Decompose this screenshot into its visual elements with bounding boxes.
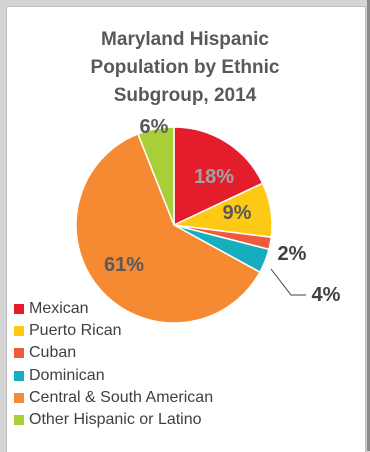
chart-title-line-3: Subgroup, 2014	[113, 85, 257, 106]
data-label-central-south-american: 61%	[104, 254, 144, 276]
panel-edge	[367, 0, 370, 451]
leader-line-dominican	[270, 268, 306, 296]
chart-title: Maryland Hispanic Population by Ethnic S…	[40, 26, 330, 110]
legend-label-cuban: Cuban	[29, 344, 77, 362]
legend-item-cuban: Cuban	[14, 342, 213, 364]
legend-item-central-south-american: Central & South American	[14, 387, 213, 409]
legend-label-mexican: Mexican	[29, 300, 89, 318]
legend-swatch-puerto-rican	[14, 326, 24, 337]
data-label-dominican: 4%	[312, 284, 341, 306]
legend-item-dominican: Dominican	[14, 365, 213, 387]
pie-slice-central-south-american	[75, 132, 261, 324]
data-label-mexican: 18%	[194, 166, 234, 188]
legend-item-puerto-rican: Puerto Rican	[14, 320, 213, 342]
legend-swatch-dominican	[14, 370, 24, 381]
legend-label-central-south-american: Central & South American	[29, 388, 214, 406]
legend-label-dominican: Dominican	[29, 366, 105, 384]
legend-swatch-central-south-american	[14, 392, 24, 403]
legend-item-mexican: Mexican	[14, 298, 213, 320]
data-label-other-hispanic-or-latino: 6%	[140, 116, 169, 138]
data-label-puerto-rican: 9%	[223, 202, 252, 224]
legend-swatch-mexican	[14, 304, 24, 315]
data-label-cuban: 2%	[278, 243, 307, 265]
legend-swatch-other-hispanic	[14, 415, 24, 426]
legend-swatch-cuban	[14, 348, 24, 359]
legend-label-other-hispanic: Other Hispanic or Latino	[29, 411, 202, 429]
pie-slice-mexican	[173, 126, 264, 227]
pie-slice-other-hispanic-or-latino	[136, 126, 175, 226]
legend-item-other-hispanic: Other Hispanic or Latino	[14, 409, 213, 431]
legend-label-puerto-rican: Puerto Rican	[29, 322, 122, 340]
chart-title-line-2: Population by Ethnic	[90, 57, 280, 78]
chart-title-line-1: Maryland Hispanic	[101, 29, 269, 50]
legend: Mexican Puerto Rican Cuban Dominican Cen…	[14, 298, 213, 431]
